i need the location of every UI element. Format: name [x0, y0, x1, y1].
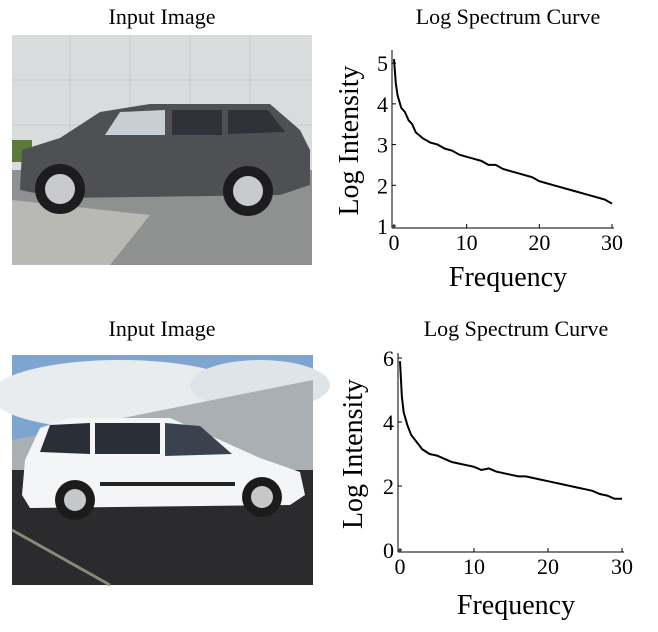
y-axis-label: Log Intensity: [334, 65, 365, 215]
y-tick-label: 2: [377, 173, 388, 198]
x-axis-label: Frequency: [449, 262, 567, 293]
y-tick-label: 4: [383, 410, 394, 435]
y-axis-label: Log Intensity: [338, 379, 369, 529]
spectrum-line: [394, 59, 612, 204]
input-image: [0, 355, 330, 585]
chart-title: Log Spectrum Curve: [424, 316, 609, 341]
x-tick-label: 0: [395, 554, 406, 579]
y-tick-label: 3: [377, 133, 388, 158]
x-tick-label: 0: [389, 230, 400, 255]
x-tick-label: 20: [528, 230, 550, 255]
x-tick-label: 30: [601, 230, 623, 255]
y-tick-label: 4: [377, 92, 388, 117]
y-tick-label: 6: [383, 346, 394, 371]
x-tick-label: 20: [537, 554, 559, 579]
image-title: Input Image: [109, 4, 216, 29]
x-tick-label: 10: [463, 554, 485, 579]
input-image: [12, 35, 312, 265]
image-title: Input Image: [109, 316, 216, 341]
chart-title: Log Spectrum Curve: [416, 4, 601, 29]
x-tick-label: 30: [611, 554, 633, 579]
x-tick-label: 10: [456, 230, 478, 255]
y-tick-label: 0: [383, 538, 394, 563]
y-tick-label: 1: [377, 214, 388, 239]
y-tick-label: 2: [383, 474, 394, 499]
x-axis-label: Frequency: [457, 590, 575, 621]
y-tick-label: 5: [377, 51, 388, 76]
spectrum-line: [400, 361, 622, 499]
figure: Input Image Input Image Log Spectrum Cur…: [0, 0, 658, 632]
